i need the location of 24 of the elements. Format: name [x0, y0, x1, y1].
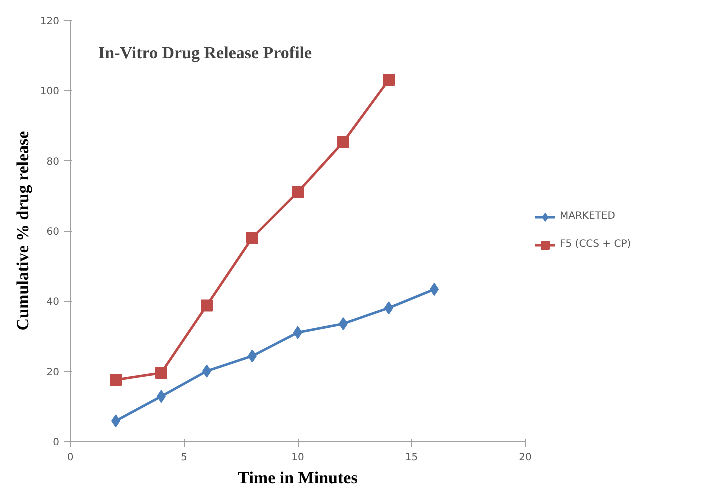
y-axis-title: Cumulative % drug release: [13, 130, 32, 331]
x-tick-label: 10: [292, 452, 304, 464]
y-tick-label: 100: [40, 86, 60, 98]
x-tick-label: 5: [181, 452, 188, 464]
text: In-Vitro Drug Release Profile: [98, 44, 313, 62]
x-tick-label: 20: [519, 452, 532, 464]
legend-label: MARKETED: [560, 211, 616, 222]
point: [383, 74, 395, 86]
point: [292, 186, 304, 198]
point: [338, 136, 350, 148]
y-tick-label: 60: [46, 227, 60, 238]
x-tick-label: 0: [67, 452, 74, 464]
y-tick-label: 80: [46, 156, 60, 168]
point: [110, 374, 122, 386]
y-tick-label: 20: [46, 367, 60, 378]
point: [246, 232, 258, 244]
y-tick-label: 120: [40, 16, 60, 28]
y-tick-label: 0: [53, 438, 60, 448]
y-tick-label: 40: [46, 297, 60, 308]
x-tick-label: 15: [405, 452, 418, 464]
point: [156, 367, 168, 380]
point: [201, 300, 213, 312]
x-axis-title: Time in Minutes: [238, 468, 358, 488]
legend-label: F5 (CCS + CP): [560, 239, 632, 250]
